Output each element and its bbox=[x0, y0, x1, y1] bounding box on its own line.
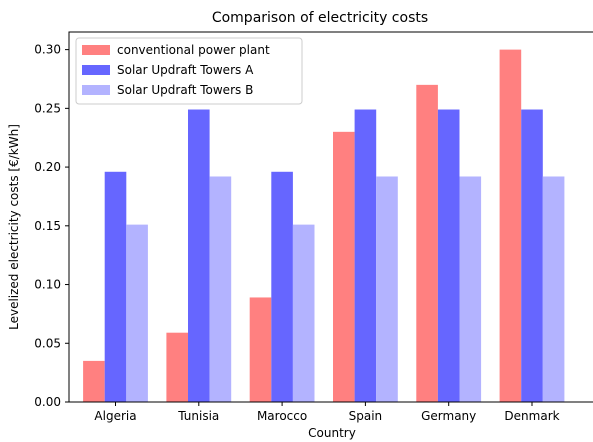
y-tick-label: 0.10 bbox=[34, 278, 61, 292]
bar-spain-series-1 bbox=[333, 131, 355, 402]
bar-tunisia-series-2 bbox=[188, 109, 210, 403]
legend-swatch-1 bbox=[82, 45, 110, 55]
bar-denmark-series-2 bbox=[521, 109, 543, 403]
legend-swatch-3 bbox=[82, 85, 110, 95]
bar-denmark-series-3 bbox=[542, 176, 565, 402]
x-tick-label-denmark: Denmark bbox=[504, 409, 559, 423]
plot-frame bbox=[68, 31, 593, 403]
x-tick-label-spain: Spain bbox=[349, 409, 383, 423]
bar-algeria-series-2 bbox=[104, 171, 127, 402]
x-tick-label-marocco: Marocco bbox=[257, 409, 307, 423]
x-tick-label-algeria: Algeria bbox=[94, 409, 136, 423]
legend-label-2: Solar Updraft Towers A bbox=[117, 63, 254, 77]
bar-germany-series-1 bbox=[416, 84, 438, 403]
legend-swatch-2 bbox=[82, 65, 110, 75]
bar-marocco-series-2 bbox=[271, 171, 293, 402]
legend-label-1: conventional power plant bbox=[117, 43, 270, 57]
bars-group bbox=[83, 49, 565, 403]
bar-marocco-series-3 bbox=[292, 224, 315, 402]
bar-algeria-series-3 bbox=[126, 224, 148, 402]
bar-spain-series-3 bbox=[376, 176, 398, 402]
legend-box bbox=[75, 37, 303, 105]
x-axis-label: Country bbox=[308, 426, 356, 440]
x-tick-label-tunisia: Tunisia bbox=[177, 409, 219, 423]
x-tick-label-germany: Germany bbox=[421, 409, 476, 423]
bar-tunisia-series-3 bbox=[209, 176, 232, 402]
y-tick-label: 0.15 bbox=[34, 219, 61, 233]
bar-denmark-series-1 bbox=[499, 49, 522, 403]
y-ticks-group: 0.00 0.05 0.10 0.15 0.20 0.25 0.30 bbox=[34, 43, 69, 409]
bar-tunisia-series-1 bbox=[166, 332, 188, 402]
chart-title: Comparison of electricity costs bbox=[212, 10, 428, 26]
y-tick-label: 0.20 bbox=[34, 160, 61, 174]
bar-spain-series-2 bbox=[354, 109, 377, 403]
y-tick-label: 0.30 bbox=[34, 43, 61, 57]
bar-algeria-series-1 bbox=[83, 360, 105, 402]
bar-germany-series-3 bbox=[459, 176, 482, 402]
y-axis-label: Levelized electricity costs [€/kWh] bbox=[7, 124, 21, 330]
y-tick-label: 0.00 bbox=[34, 395, 61, 409]
x-ticks-group: Algeria Tunisia Marocco Spain Germany Denmark bbox=[94, 402, 560, 423]
legend-label-3: Solar Updraft Towers B bbox=[117, 83, 253, 97]
bar-germany-series-2 bbox=[437, 109, 460, 403]
y-tick-label: 0.05 bbox=[34, 336, 61, 350]
legend: conventional power plant Solar Updraft To… bbox=[75, 37, 303, 105]
y-tick-label: 0.25 bbox=[34, 101, 61, 115]
bar-marocco-series-1 bbox=[249, 297, 272, 402]
